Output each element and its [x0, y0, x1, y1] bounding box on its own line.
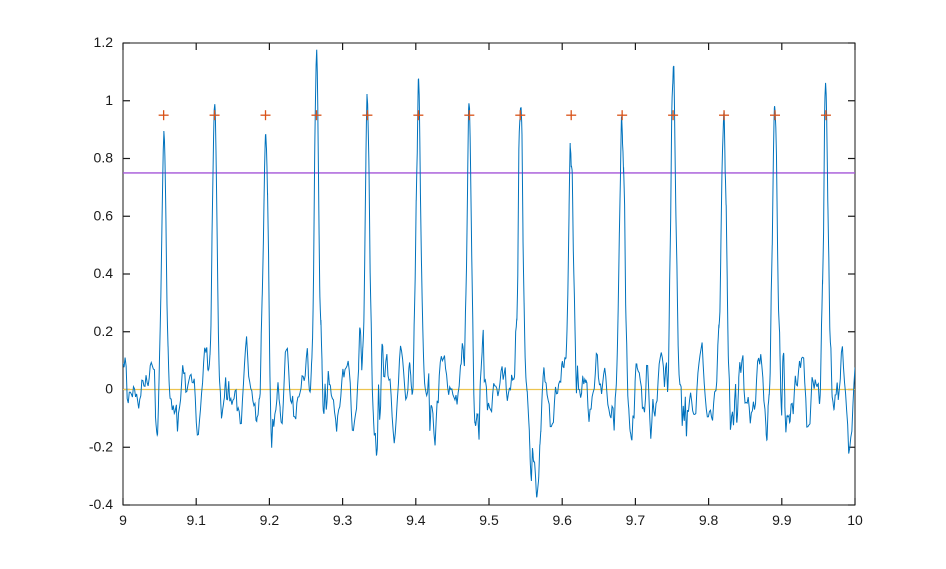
svg-text:9.4: 9.4 — [406, 512, 426, 528]
svg-text:9.7: 9.7 — [626, 512, 646, 528]
svg-text:-0.2: -0.2 — [89, 438, 113, 454]
svg-text:1.2: 1.2 — [94, 34, 114, 50]
svg-text:0.2: 0.2 — [94, 323, 114, 339]
svg-text:9.9: 9.9 — [772, 512, 792, 528]
svg-text:-0.4: -0.4 — [89, 496, 113, 512]
svg-text:9.2: 9.2 — [260, 512, 280, 528]
svg-text:0.6: 0.6 — [94, 207, 114, 223]
svg-text:9.3: 9.3 — [333, 512, 353, 528]
svg-text:10: 10 — [847, 512, 863, 528]
svg-text:9.8: 9.8 — [699, 512, 719, 528]
svg-text:0.8: 0.8 — [94, 150, 114, 166]
svg-text:9.5: 9.5 — [479, 512, 499, 528]
svg-text:9: 9 — [119, 512, 127, 528]
svg-text:9.1: 9.1 — [186, 512, 206, 528]
svg-text:0: 0 — [105, 381, 113, 397]
svg-text:9.6: 9.6 — [552, 512, 572, 528]
svg-text:0.4: 0.4 — [94, 265, 114, 281]
svg-text:1: 1 — [105, 92, 113, 108]
